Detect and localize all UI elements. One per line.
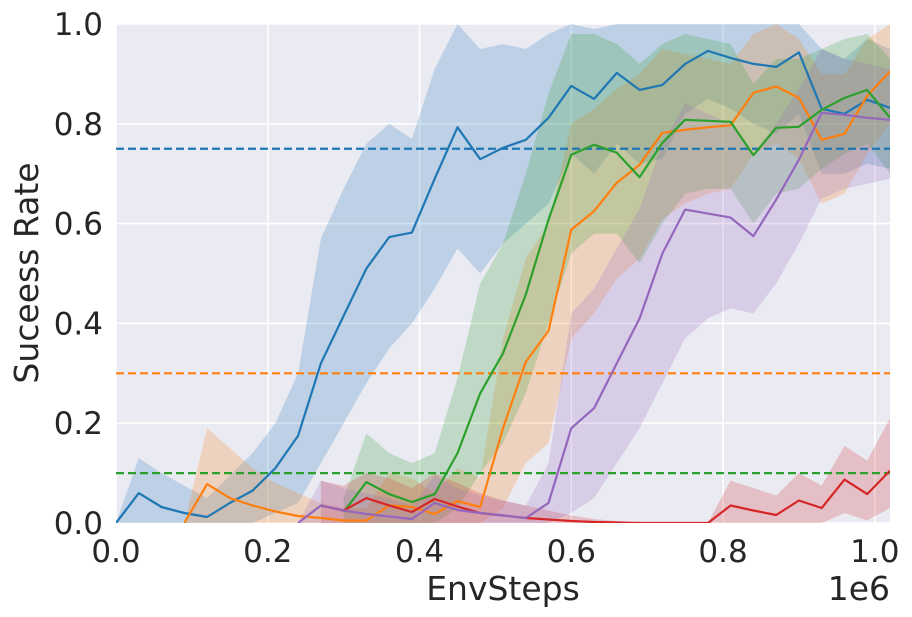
y-tick-label: 1.0 [54, 7, 103, 43]
x-tick-label: 1.0 [850, 534, 899, 570]
y-tick-labels: 0.0 0.2 0.4 0.6 0.8 1.0 [54, 7, 103, 542]
y-tick-label: 0.6 [54, 207, 103, 243]
x-tick-label: 0.0 [91, 534, 140, 570]
x-tick-labels: 0.0 0.2 0.4 0.6 0.8 1.0 [91, 534, 899, 570]
series-lines [116, 49, 890, 523]
series-line-1 [183, 70, 890, 523]
y-tick-label: 0.8 [54, 107, 103, 143]
series-line-2 [342, 88, 890, 513]
x-tick-label: 0.2 [243, 534, 292, 570]
series-line-3 [320, 469, 890, 523]
series-band-3 [320, 418, 890, 523]
series-line-0 [116, 49, 890, 523]
series-band-1 [184, 24, 890, 523]
y-tick-label: 0.0 [54, 506, 103, 542]
plot-background [116, 24, 890, 523]
x-tick-label: 0.8 [698, 534, 747, 570]
x-tick-label: 0.6 [547, 534, 596, 570]
y-axis-label: Suceess Rate [7, 162, 46, 383]
x-offset-label: 1e6 [828, 569, 890, 608]
x-axis-label: EnvSteps [426, 569, 580, 608]
series-band-4 [298, 49, 890, 523]
y-tick-label: 0.4 [54, 306, 103, 342]
series-line-4 [297, 111, 890, 523]
y-tick-label: 0.2 [54, 406, 103, 442]
x-tick-label: 0.4 [395, 534, 444, 570]
